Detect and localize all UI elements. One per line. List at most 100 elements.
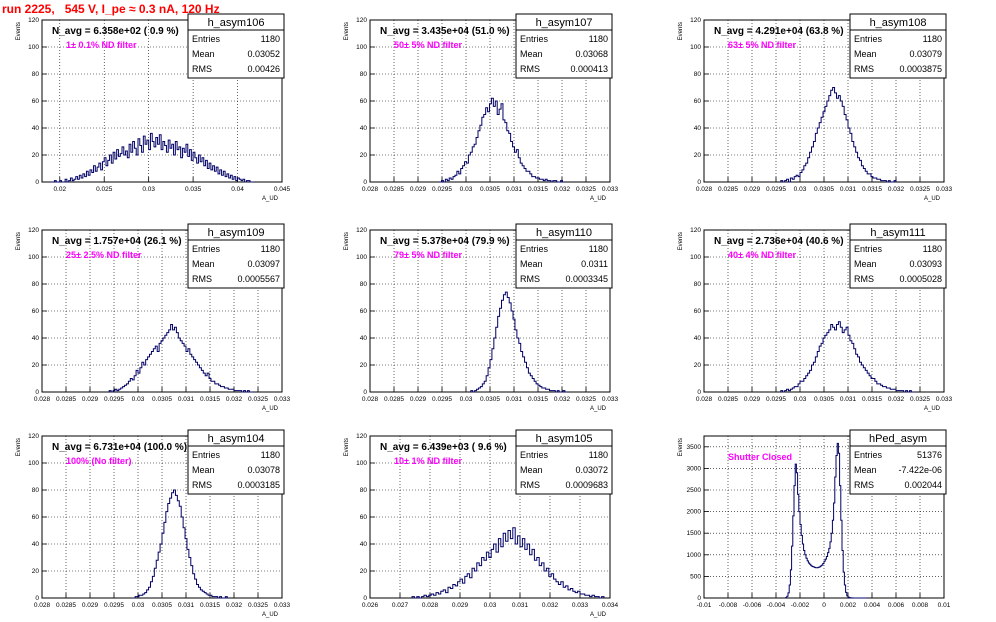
stats-box-title: h_asym111 [870, 227, 925, 239]
y-tick-label: 100 [28, 254, 39, 261]
x-tick-label: 0.03 [794, 186, 807, 193]
stats-value-rms: 0.0003345 [565, 274, 608, 284]
stats-value-rms: 0.0005567 [237, 274, 280, 284]
histogram-panel-h_asym109: 0.028 0.0285 0.029 0.0295 0.03 0.0305 0.031 0.0… [16, 223, 291, 412]
x-tick-label: 0.0295 [432, 396, 452, 403]
stats-box [187, 429, 285, 495]
stats-value-rms: 0.0005028 [899, 274, 942, 284]
x-tick-label: 0.033 [936, 396, 953, 403]
stats-box-title: h_asym109 [208, 227, 265, 239]
stats-value-mean: 0.03068 [575, 49, 608, 59]
stats-value-mean: 0.03052 [247, 49, 280, 59]
histogram-panel-h_asym105: 0.026 0.027 0.028 0.029 0.03 0.031 0.032 0.033 0… [344, 429, 619, 618]
stats-label-mean: Mean [520, 49, 543, 59]
stats-value-mean: 0.03078 [247, 465, 280, 475]
x-tick-label: 0.0295 [432, 186, 452, 193]
x-axis-label: A_UD [590, 406, 607, 412]
x-tick-label: 0.033 [572, 602, 589, 609]
y-tick-label: 2000 [687, 509, 702, 516]
y-tick-label: 80 [694, 71, 702, 78]
stats-value-entries: 1180 [589, 244, 608, 254]
x-tick-label: 0.033 [936, 186, 953, 193]
x-tick-label: 0.0325 [248, 602, 268, 609]
n-avg-label: N_avg = 6.731e+04 (100.0 %) [52, 442, 187, 453]
y-tick-label: 0 [363, 595, 367, 602]
x-tick-label: 0.032 [554, 396, 571, 403]
y-tick-label: 2500 [687, 487, 702, 494]
x-tick-label: 0.03 [132, 396, 145, 403]
stats-label-entries: Entries [520, 34, 549, 44]
x-tick-label: 0.033 [602, 186, 619, 193]
x-tick-label: -0.006 [743, 602, 762, 609]
y-tick-label: 100 [356, 460, 367, 467]
x-tick-label: 0.0295 [104, 396, 124, 403]
x-tick-label: 0.033 [274, 602, 291, 609]
y-tick-label: 120 [28, 227, 39, 234]
filter-label: 50± 5% ND filter [394, 40, 462, 50]
y-tick-label: 60 [360, 98, 368, 105]
histogram-line [133, 489, 230, 599]
x-tick-label: 0.028 [422, 602, 439, 609]
histogram-panel-h_asym104: 0.028 0.0285 0.029 0.0295 0.03 0.0305 0.031 0.0… [16, 429, 291, 618]
x-tick-label: 0.0325 [576, 396, 596, 403]
y-tick-label: 500 [690, 573, 701, 580]
x-tick-label: 0.032 [554, 186, 571, 193]
stats-value-entries: 51376 [917, 450, 942, 460]
stats-box [515, 429, 613, 495]
histogram-panel-h_asym106: 0.02 0.025 0.03 0.035 0.04 0.045 0 20 40 60 80 100 1… [16, 13, 291, 202]
x-tick-label: 0.031 [512, 602, 529, 609]
filter-label: 1± 0.1% ND filter [66, 40, 137, 50]
y-tick-label: 0 [363, 179, 367, 186]
stats-label-mean: Mean [520, 465, 543, 475]
stats-value-mean: 0.03097 [247, 259, 280, 269]
stats-label-entries: Entries [520, 244, 549, 254]
filter-label: 100% (No filter) [66, 456, 132, 466]
stats-value-entries: 1180 [261, 450, 280, 460]
x-tick-label: -0.01 [697, 602, 712, 609]
stats-box [849, 13, 947, 79]
stats-label-mean: Mean [854, 49, 877, 59]
y-tick-label: 20 [360, 362, 368, 369]
y-tick-label: 60 [360, 308, 368, 315]
x-tick-label: 0.028 [362, 186, 379, 193]
stats-label-rms: RMS [854, 274, 874, 284]
histogram-panel-h_asym108: 0.028 0.0285 0.029 0.0295 0.03 0.0305 0.031 0.0… [678, 13, 953, 202]
y-tick-label: 1000 [687, 552, 702, 559]
stats-label-entries: Entries [192, 244, 221, 254]
n-avg-label: N_avg = 5.378e+04 (79.9 %) [380, 236, 510, 247]
x-tick-label: 0.026 [362, 602, 379, 609]
x-tick-label: 0.029 [82, 396, 99, 403]
n-avg-label: N_avg = 2.736e+04 (40.6 %) [714, 236, 844, 247]
y-axis-label: Events [16, 22, 22, 40]
y-tick-label: 20 [32, 362, 40, 369]
stats-value-mean: 0.03072 [575, 465, 608, 475]
x-tick-label: 0.032 [888, 186, 905, 193]
x-tick-label: 0.008 [912, 602, 929, 609]
x-tick-label: 0.031 [506, 186, 523, 193]
x-tick-label: 0.028 [34, 602, 51, 609]
histogram-panel-h_asym111: 0.028 0.0285 0.029 0.0295 0.03 0.0305 0.031 0.0… [678, 223, 953, 412]
stats-label-rms: RMS [520, 274, 540, 284]
x-tick-label: 0.025 [96, 186, 113, 193]
stats-box-title: h_asym110 [536, 227, 592, 239]
x-tick-label: 0.028 [362, 396, 379, 403]
y-tick-label: 60 [360, 514, 368, 521]
stats-label-rms: RMS [192, 274, 212, 284]
filter-label: 63± 5% ND filter [728, 40, 796, 50]
histogram-line [785, 442, 868, 599]
x-tick-label: 0.045 [274, 186, 291, 193]
x-axis-label: A_UD [262, 612, 279, 618]
y-tick-label: 80 [32, 71, 40, 78]
y-tick-label: 0 [363, 389, 367, 396]
x-axis-label: A_UD [924, 196, 941, 202]
stats-value-rms: 0.002044 [904, 480, 942, 490]
y-tick-label: 100 [356, 254, 367, 261]
x-axis-label: A_UD [262, 196, 279, 202]
y-axis-label: Events [344, 22, 350, 40]
x-tick-label: 0.0305 [152, 602, 172, 609]
y-tick-label: 80 [694, 281, 702, 288]
stats-box [849, 223, 947, 289]
y-axis-label: Events [678, 232, 684, 250]
stats-value-entries: 1180 [923, 34, 942, 44]
stats-label-entries: Entries [192, 450, 221, 460]
